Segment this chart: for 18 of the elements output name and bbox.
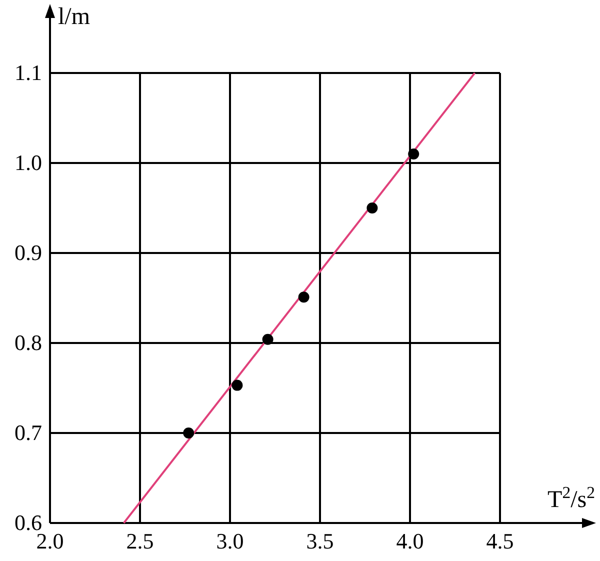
point xyxy=(183,428,194,438)
point xyxy=(232,380,243,391)
y-tick-label: 0.8 xyxy=(14,330,42,356)
x-axis-title: T$^{2}$/s$^{2}$ xyxy=(548,482,595,513)
point xyxy=(298,292,310,303)
x-tick-label: 2.5 xyxy=(126,528,154,554)
x-tick-label: 3.5 xyxy=(306,528,334,554)
y-axis-title: l/m xyxy=(58,4,90,30)
y-tick-label: 1.1 xyxy=(14,60,42,86)
point xyxy=(262,334,274,345)
y-tick-label: 1.0 xyxy=(14,150,42,176)
x-tick-label: 3.0 xyxy=(216,528,244,554)
point xyxy=(408,148,420,160)
x-tick-label: 4.0 xyxy=(396,528,424,554)
y-tick-label: 0.7 xyxy=(14,420,42,446)
y-tick-label: 0.9 xyxy=(14,240,42,266)
x-tick-label: 4.5 xyxy=(486,528,514,554)
point xyxy=(366,202,378,214)
